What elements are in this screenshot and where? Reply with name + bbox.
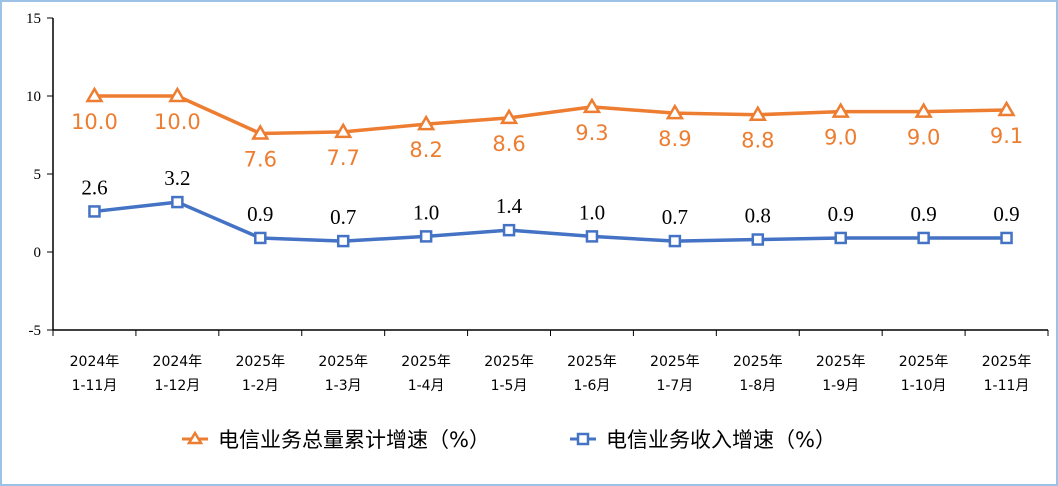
square-marker (254, 231, 267, 245)
data-label: 0.9 (911, 202, 937, 226)
x-tick-label: 1-11月 (72, 378, 118, 394)
triangle-marker (914, 102, 933, 118)
triangle-marker (85, 86, 104, 103)
data-label: 8.8 (741, 129, 774, 153)
data-label: 3.2 (164, 166, 190, 190)
x-tick-label: 1-12月 (154, 378, 200, 394)
data-label: 9.0 (824, 126, 857, 150)
legend-label: 电信业务总量累计增速（%） (218, 428, 490, 452)
data-label: 8.9 (658, 127, 691, 151)
data-label: 10.0 (71, 110, 118, 134)
triangle-marker (831, 102, 850, 118)
square-marker (1000, 231, 1013, 245)
data-label: 1.0 (413, 200, 439, 224)
data-label: 2.6 (81, 175, 107, 199)
square-marker (668, 234, 682, 248)
triangle-marker (251, 123, 270, 140)
x-tick-label: 2025年 (982, 354, 1032, 370)
x-tick-label: 1-11月 (984, 378, 1030, 394)
x-tick-label: 1-3月 (325, 378, 362, 394)
square-marker (502, 223, 516, 237)
x-tick-label: 1-6月 (574, 378, 611, 394)
data-label: 0.9 (828, 202, 854, 226)
square-marker (171, 195, 184, 209)
data-label: 7.7 (327, 146, 360, 170)
x-tick-label: 1-5月 (491, 378, 528, 394)
y-tick-label: -5 (29, 323, 42, 339)
triangle-marker (748, 105, 767, 121)
x-tick-label: 1-4月 (408, 378, 445, 394)
x-tick-label: 2025年 (401, 354, 451, 370)
data-label: 0.9 (247, 202, 273, 226)
series-line-0 (94, 94, 1007, 136)
square-marker (917, 231, 930, 245)
data-label: 8.6 (492, 132, 525, 156)
y-tick-label: 15 (26, 11, 41, 27)
x-tick-label: 2025年 (567, 354, 617, 370)
data-label: 0.9 (993, 202, 1019, 226)
x-tick-label: 1-7月 (656, 378, 693, 394)
data-label: 9.3 (575, 121, 608, 145)
x-tick-label: 2025年 (484, 354, 534, 370)
x-tick-label: 1-2月 (242, 378, 279, 394)
square-marker (419, 230, 433, 243)
triangle-marker (665, 103, 685, 120)
data-label: 1.0 (579, 200, 605, 224)
triangle-marker (997, 100, 1016, 117)
data-label: 0.8 (745, 204, 771, 228)
legend-square-icon (576, 432, 590, 446)
square-marker (751, 233, 765, 246)
x-tick-label: 2024年 (70, 354, 120, 370)
x-tick-label: 2025年 (235, 354, 285, 370)
y-tick-label: 0 (34, 245, 42, 261)
x-tick-label: 1-10月 (901, 378, 947, 394)
x-tick-label: 2024年 (153, 354, 203, 370)
x-tick-label: 1-8月 (739, 378, 776, 394)
legend-label: 电信业务收入增速（%） (606, 428, 836, 452)
triangle-marker (499, 108, 519, 125)
triangle-marker (582, 97, 602, 114)
square-marker (834, 231, 847, 245)
x-tick-label: 2025年 (816, 354, 866, 370)
square-marker (585, 230, 599, 243)
y-tick-label: 10 (26, 89, 41, 105)
triangle-marker (168, 86, 187, 103)
x-tick-label: 2025年 (318, 354, 368, 370)
x-tick-label: 2025年 (899, 354, 949, 370)
data-label: 8.2 (409, 138, 442, 162)
triangle-marker (416, 114, 436, 131)
y-tick-label: 5 (34, 167, 42, 183)
square-marker (336, 234, 350, 248)
triangle-marker (334, 122, 353, 139)
x-tick-label: 2025年 (733, 354, 783, 370)
data-label: 10.0 (154, 110, 201, 134)
x-tick-label: 1-9月 (822, 378, 859, 394)
data-label: 9.0 (907, 126, 940, 150)
data-label: 1.4 (496, 194, 523, 218)
data-label: 0.7 (662, 205, 688, 229)
series-line-1 (94, 200, 1007, 243)
legend-triangle-icon (186, 430, 204, 445)
data-label: 7.6 (244, 147, 277, 171)
data-label: 0.7 (330, 205, 356, 229)
x-tick-label: 2025年 (650, 354, 700, 370)
square-marker (88, 205, 101, 218)
data-label: 9.1 (990, 124, 1023, 148)
